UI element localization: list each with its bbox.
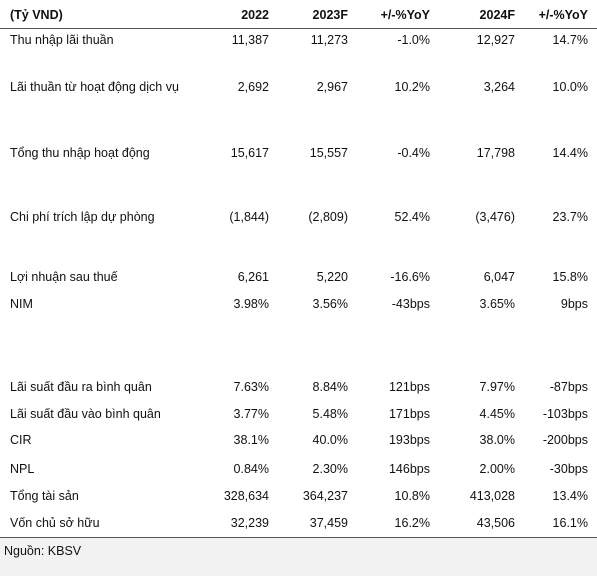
value-cell: 7.63% [233, 380, 269, 394]
header-cell: 2022 [241, 8, 269, 22]
value-cell: 3.77% [233, 407, 269, 421]
value-cell: 40.0% [312, 433, 348, 447]
value-cell: 38.0% [479, 433, 515, 447]
value-cell: 16.1% [552, 516, 588, 530]
row-label: Tổng thu nhập hoạt động [10, 146, 150, 160]
value-cell: 32,239 [230, 516, 269, 530]
value-cell: 3.56% [312, 297, 348, 311]
value-cell: -16.6% [390, 270, 430, 284]
row-label: Chi phí trích lập dự phòng [10, 210, 155, 224]
value-cell: 146bps [388, 462, 430, 476]
value-cell: -43bps [391, 297, 430, 311]
row-label: Tổng tài sản [10, 489, 79, 503]
footer-area [0, 538, 597, 576]
value-cell: -103bps [542, 407, 588, 421]
value-cell: 9bps [560, 297, 588, 311]
value-cell: 328,634 [223, 489, 269, 503]
value-cell: (3,476) [475, 210, 515, 224]
value-cell: 5,220 [316, 270, 348, 284]
value-cell: 37,459 [309, 516, 348, 530]
value-cell: 121bps [388, 380, 430, 394]
value-cell: 43,506 [476, 516, 515, 530]
value-cell: (1,844) [229, 210, 269, 224]
value-cell: 171bps [388, 407, 430, 421]
value-cell: 13.4% [552, 489, 588, 503]
header-rule [0, 28, 597, 29]
value-cell: 193bps [388, 433, 430, 447]
row-label: NIM [10, 297, 33, 311]
value-cell: 11,273 [310, 33, 348, 47]
value-cell: 6,047 [483, 270, 515, 284]
value-cell: 0.84% [233, 462, 269, 476]
value-cell: 15,617 [230, 146, 269, 160]
row-label: NPL [10, 462, 35, 476]
value-cell: 3,264 [483, 80, 515, 94]
value-cell: 12,927 [476, 33, 515, 47]
row-label: Lợi nhuận sau thuế [10, 270, 118, 284]
header-cell: 2024F [479, 8, 515, 22]
header-cell: +/-%YoY [538, 8, 588, 22]
value-cell: 17,798 [476, 146, 515, 160]
bottom-rule [0, 537, 597, 538]
value-cell: 364,237 [302, 489, 348, 503]
value-cell: -30bps [549, 462, 588, 476]
row-label: Vốn chủ sở hữu [10, 516, 100, 530]
value-cell: 2,967 [316, 80, 348, 94]
value-cell: 6,261 [237, 270, 269, 284]
value-cell: (2,809) [308, 210, 348, 224]
value-cell: 2,692 [237, 80, 269, 94]
value-cell: 413,028 [469, 489, 515, 503]
value-cell: 4.45% [479, 407, 515, 421]
value-cell: 23.7% [552, 210, 588, 224]
value-cell: 14.4% [552, 146, 588, 160]
header-cell: +/-%YoY [380, 8, 430, 22]
value-cell: 10.0% [552, 80, 588, 94]
source-note: Nguồn: KBSV [4, 544, 82, 558]
row-label: Lãi suất đầu ra bình quân [10, 380, 152, 394]
header-cell: 2023F [312, 8, 348, 22]
value-cell: 14.7% [552, 33, 588, 47]
value-cell: -1.0% [397, 33, 430, 47]
value-cell: 2.00% [479, 462, 515, 476]
value-cell: 8.84% [312, 380, 348, 394]
value-cell: 10.2% [394, 80, 430, 94]
value-cell: -87bps [549, 380, 588, 394]
value-cell: 3.65% [479, 297, 515, 311]
row-label: Lãi suất đầu vào bình quân [10, 407, 161, 421]
value-cell: 16.2% [394, 516, 430, 530]
value-cell: -200bps [542, 433, 588, 447]
value-cell: 5.48% [312, 407, 348, 421]
header-cell: (Tỷ VND) [10, 8, 63, 22]
value-cell: 3.98% [233, 297, 269, 311]
row-label: Lãi thuần từ hoạt động dịch vụ [10, 80, 179, 94]
value-cell: 15,557 [309, 146, 348, 160]
value-cell: 2.30% [312, 462, 348, 476]
value-cell: 11,387 [231, 33, 269, 47]
value-cell: -0.4% [397, 146, 430, 160]
row-label: Thu nhập lãi thuần [10, 33, 114, 47]
value-cell: 15.8% [552, 270, 588, 284]
value-cell: 10.8% [394, 489, 430, 503]
value-cell: 38.1% [233, 433, 269, 447]
row-label: CIR [10, 433, 32, 447]
value-cell: 52.4% [394, 210, 430, 224]
value-cell: 7.97% [479, 380, 515, 394]
